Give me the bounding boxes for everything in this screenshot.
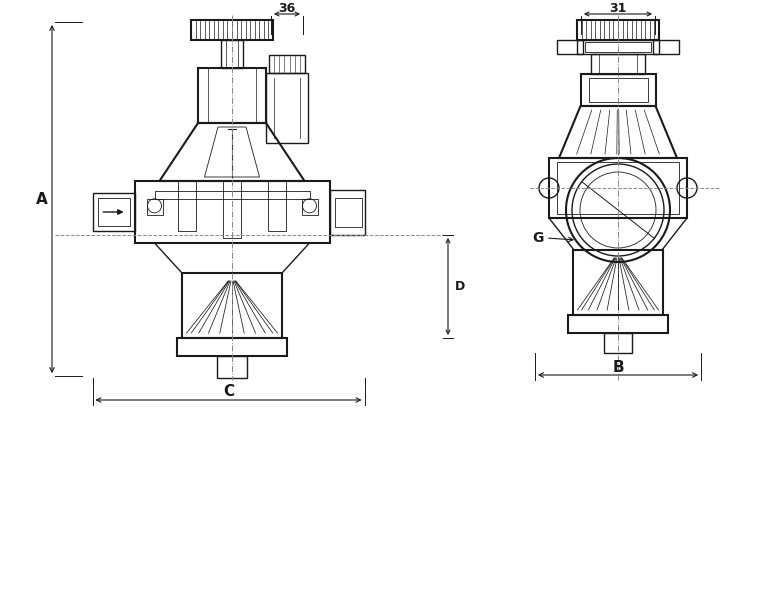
- Bar: [178, 181, 196, 231]
- Bar: [591, 54, 645, 74]
- Bar: [585, 42, 651, 52]
- Bar: [191, 20, 273, 40]
- Bar: [146, 199, 162, 215]
- Bar: [557, 40, 583, 54]
- Bar: [135, 181, 330, 243]
- Text: G: G: [532, 231, 544, 245]
- Bar: [588, 78, 648, 102]
- Bar: [653, 40, 679, 54]
- Bar: [334, 198, 361, 226]
- Text: B: B: [612, 359, 624, 374]
- Bar: [268, 181, 286, 231]
- Bar: [302, 199, 317, 215]
- Bar: [604, 333, 632, 353]
- Bar: [223, 181, 241, 238]
- Text: A: A: [36, 192, 48, 207]
- Bar: [573, 250, 663, 315]
- Bar: [568, 315, 668, 333]
- Bar: [581, 74, 655, 106]
- Text: 31: 31: [609, 2, 627, 14]
- Bar: [155, 191, 310, 199]
- Bar: [269, 55, 305, 73]
- Bar: [92, 193, 135, 231]
- Bar: [217, 356, 247, 378]
- Bar: [577, 40, 659, 54]
- Bar: [182, 273, 282, 338]
- Bar: [98, 198, 129, 226]
- Bar: [577, 20, 659, 40]
- Bar: [177, 338, 287, 356]
- Bar: [557, 162, 679, 214]
- Bar: [198, 68, 266, 123]
- Bar: [221, 40, 243, 68]
- Bar: [330, 189, 364, 235]
- Text: 36: 36: [279, 2, 296, 14]
- Bar: [549, 158, 687, 218]
- Text: C: C: [223, 384, 234, 399]
- Bar: [266, 73, 308, 143]
- Text: D: D: [455, 280, 465, 293]
